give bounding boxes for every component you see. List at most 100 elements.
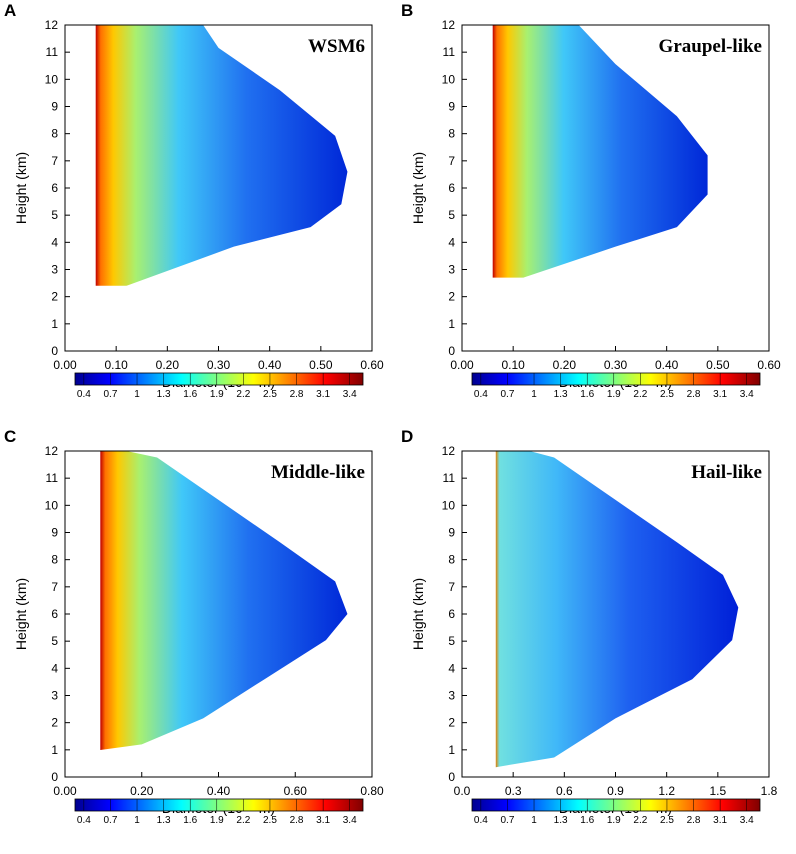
colorbar-label: 1.9 bbox=[210, 389, 224, 400]
panel: 0.000.200.400.600.800123456789101112Diam… bbox=[4, 427, 384, 826]
colorbar-label: 3.4 bbox=[343, 389, 357, 400]
y-tick-label: 7 bbox=[448, 580, 455, 594]
panel: 0.00.30.60.91.21.51.80123456789101112Dia… bbox=[401, 427, 778, 826]
colorbar-label: 0.4 bbox=[474, 815, 488, 826]
colorbar-label: 3.4 bbox=[740, 815, 754, 826]
colorbar-label: 1.3 bbox=[157, 389, 171, 400]
y-tick-label: 6 bbox=[448, 607, 455, 621]
y-tick-label: 7 bbox=[51, 154, 58, 168]
y-tick-label: 10 bbox=[442, 72, 456, 86]
y-tick-label: 4 bbox=[51, 661, 58, 675]
x-tick-label: 0.00 bbox=[450, 358, 474, 372]
y-tick-label: 5 bbox=[448, 634, 455, 648]
y-tick-label: 4 bbox=[448, 661, 455, 675]
x-tick-label: 0.40 bbox=[258, 358, 282, 372]
x-tick-label: 0.50 bbox=[309, 358, 333, 372]
panel-title: Graupel-like bbox=[659, 36, 762, 57]
y-tick-label: 3 bbox=[448, 689, 455, 703]
y-tick-label: 0 bbox=[51, 770, 58, 784]
colorbar-label: 0.4 bbox=[474, 389, 488, 400]
y-axis-label: Height (km) bbox=[410, 152, 426, 224]
x-tick-label: 0.10 bbox=[501, 358, 525, 372]
y-tick-label: 12 bbox=[442, 444, 456, 458]
colorbar-label: 2.2 bbox=[236, 389, 250, 400]
colorbar-label: 1.6 bbox=[183, 815, 197, 826]
colorbar-label: 0.7 bbox=[103, 389, 117, 400]
panel-label: A bbox=[4, 1, 16, 20]
colorbar-label: 0.7 bbox=[103, 815, 117, 826]
y-tick-label: 3 bbox=[51, 689, 58, 703]
y-tick-label: 4 bbox=[51, 235, 58, 249]
x-tick-label: 0.6 bbox=[556, 784, 573, 798]
colorbar-label: 1.3 bbox=[157, 815, 171, 826]
y-axis-label: Height (km) bbox=[410, 578, 426, 650]
y-tick-label: 3 bbox=[448, 263, 455, 277]
colorbar-label: 1.9 bbox=[607, 815, 621, 826]
colorbar-label: 1.6 bbox=[580, 815, 594, 826]
y-tick-label: 6 bbox=[51, 607, 58, 621]
panel-label: D bbox=[401, 427, 413, 446]
colorbar-label: 1 bbox=[531, 815, 537, 826]
colorbar-label: 1.9 bbox=[210, 815, 224, 826]
colorbar-label: 1.3 bbox=[554, 389, 568, 400]
y-tick-label: 7 bbox=[51, 580, 58, 594]
colorbar-label: 0.4 bbox=[77, 389, 91, 400]
colorbar-label: 2.8 bbox=[687, 815, 701, 826]
x-tick-label: 1.2 bbox=[658, 784, 675, 798]
x-tick-label: 0.60 bbox=[284, 784, 308, 798]
y-tick-label: 5 bbox=[448, 208, 455, 222]
x-tick-label: 0.0 bbox=[454, 784, 471, 798]
y-tick-label: 11 bbox=[443, 471, 456, 485]
y-tick-label: 11 bbox=[46, 471, 59, 485]
y-tick-label: 0 bbox=[448, 770, 455, 784]
y-tick-label: 10 bbox=[442, 498, 456, 512]
colorbar-label: 1 bbox=[531, 389, 537, 400]
x-tick-label: 0.00 bbox=[53, 358, 77, 372]
y-tick-label: 9 bbox=[51, 526, 58, 540]
y-tick-label: 2 bbox=[448, 716, 455, 730]
colorbar-label: 2.5 bbox=[263, 815, 277, 826]
x-tick-label: 0.3 bbox=[505, 784, 522, 798]
colorbar-label: 1.6 bbox=[183, 389, 197, 400]
colorbar-label: 1.6 bbox=[580, 389, 594, 400]
x-tick-label: 0.30 bbox=[604, 358, 628, 372]
colorbar-label: 2.8 bbox=[290, 389, 304, 400]
panel-title: Hail-like bbox=[691, 462, 762, 483]
x-tick-label: 0.30 bbox=[207, 358, 231, 372]
y-axis-label: Height (km) bbox=[13, 578, 29, 650]
panel-label: B bbox=[401, 1, 413, 20]
x-tick-label: 0.9 bbox=[607, 784, 624, 798]
y-tick-label: 9 bbox=[448, 526, 455, 540]
y-tick-label: 5 bbox=[51, 634, 58, 648]
colorbar-label: 2.2 bbox=[633, 815, 647, 826]
colorbar-label: 2.2 bbox=[236, 815, 250, 826]
colorbar-label: 0.4 bbox=[77, 815, 91, 826]
colorbar-label: 3.1 bbox=[316, 389, 330, 400]
y-tick-label: 6 bbox=[448, 181, 455, 195]
x-tick-label: 0.80 bbox=[360, 784, 384, 798]
y-tick-label: 8 bbox=[51, 553, 58, 567]
y-tick-label: 0 bbox=[51, 344, 58, 358]
y-tick-label: 6 bbox=[51, 181, 58, 195]
x-tick-label: 1.5 bbox=[709, 784, 726, 798]
colorbar-label: 2.5 bbox=[660, 389, 674, 400]
y-tick-label: 1 bbox=[448, 317, 455, 331]
y-tick-label: 8 bbox=[448, 127, 455, 141]
colorbar-label: 2.8 bbox=[290, 815, 304, 826]
y-tick-label: 11 bbox=[46, 45, 59, 59]
y-tick-label: 10 bbox=[45, 72, 59, 86]
y-tick-label: 8 bbox=[51, 127, 58, 141]
panel: 0.00 0.10 0.20 0.30 0.40 0.50 0.60012345678910… bbox=[401, 1, 781, 400]
y-tick-label: 1 bbox=[448, 743, 455, 757]
colorbar bbox=[74, 372, 364, 386]
x-tick-label: 0.10 bbox=[104, 358, 128, 372]
panel: 0.00 0.10 0.20 0.30 0.40 0.50 0.60012345678910… bbox=[4, 1, 384, 400]
panel-title: WSM6 bbox=[308, 36, 365, 57]
heatmap-field bbox=[100, 451, 348, 750]
colorbar-label: 1 bbox=[134, 815, 140, 826]
heatmap-field bbox=[492, 25, 708, 278]
colorbar-label: 1.3 bbox=[554, 815, 568, 826]
y-tick-label: 12 bbox=[45, 18, 59, 32]
y-tick-label: 12 bbox=[442, 18, 456, 32]
